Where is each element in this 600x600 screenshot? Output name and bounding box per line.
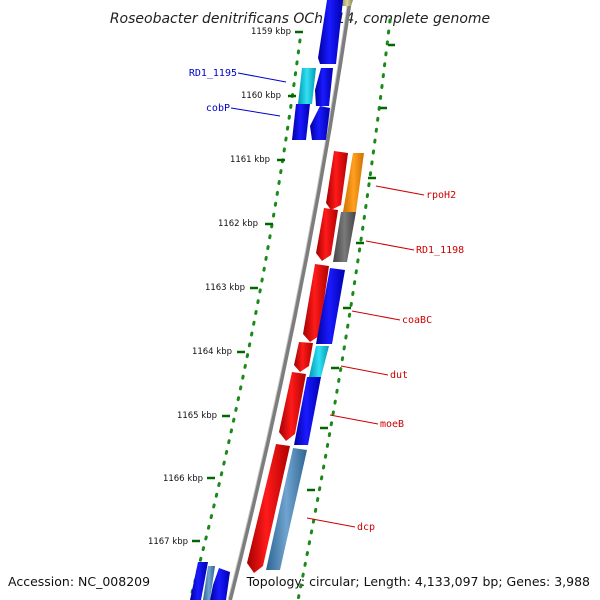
gene-feature-red <box>316 208 338 261</box>
tick-label: 1164 kbp <box>192 347 232 357</box>
map-title: Roseobacter denitrificans OCh 114, compl… <box>110 11 490 27</box>
gene-label-RD1_1195: RD1_1195 <box>189 68 237 79</box>
gene-feature-gray <box>333 212 356 262</box>
gene-label-RD1_1198: RD1_1198 <box>416 245 464 256</box>
gene-feature-blue <box>210 568 230 600</box>
tick-label: 1165 kbp <box>177 411 217 421</box>
tick-label: 1163 kbp <box>205 283 245 293</box>
gene-feature-red <box>303 264 329 342</box>
accession-text: Accession: NC_008209 <box>8 574 150 589</box>
gene-feature-red <box>326 151 348 210</box>
tick-label: 1167 kbp <box>148 537 188 547</box>
gene-label-coaBC: coaBC <box>402 315 432 326</box>
gene-feature-orange <box>343 153 364 212</box>
inner-major-ticks <box>192 30 303 543</box>
tick-labels: 1159 kbp 1160 kbp 1161 kbp 1162 kbp 1163… <box>148 27 291 547</box>
gene-feature-cyan <box>298 68 316 104</box>
gene-feature-steelblue <box>203 566 215 600</box>
tick-label: 1159 kbp <box>251 27 291 37</box>
gene-feature-cyan <box>309 346 329 377</box>
gene-feature-blue <box>318 0 343 64</box>
gene-label-dut: dut <box>390 370 408 381</box>
gene-feature-blue <box>316 268 345 344</box>
gene-label-moeB: moeB <box>380 419 404 430</box>
gene-label-cobP: cobP <box>206 103 230 114</box>
tick-label: 1160 kbp <box>241 91 281 101</box>
gene-feature-red <box>294 342 313 372</box>
gene-feature-red <box>247 444 290 573</box>
topology-text: Topology: circular; Length: 4,133,097 bp… <box>246 574 590 589</box>
inner-tick-ring <box>188 38 302 600</box>
gene-feature-blue <box>315 68 333 106</box>
gene-feature-blue <box>294 377 321 445</box>
genome-backbone-highlight <box>227 0 349 600</box>
gene-feature-blue <box>190 562 208 600</box>
outer-major-ticks <box>307 43 395 492</box>
tick-label: 1161 kbp <box>230 155 270 165</box>
genome-backbone <box>228 0 352 600</box>
gene-label-dcp: dcp <box>357 522 375 533</box>
tick-label: 1166 kbp <box>163 474 203 484</box>
gene-label-connectors <box>230 72 425 528</box>
tick-label: 1162 kbp <box>218 219 258 229</box>
outer-tick-ring <box>296 18 392 600</box>
gene-feature-olive <box>341 0 353 6</box>
gene-feature-blue <box>292 104 310 140</box>
gene-feature-steelblue <box>266 448 307 570</box>
gene-feature-red <box>279 372 306 441</box>
gene-feature-blue <box>310 106 330 140</box>
gene-labels: RD1_1195 cobP rpoH2 RD1_1198 coaBC dut m… <box>189 68 464 533</box>
gene-label-rpoH2: rpoH2 <box>426 190 456 201</box>
